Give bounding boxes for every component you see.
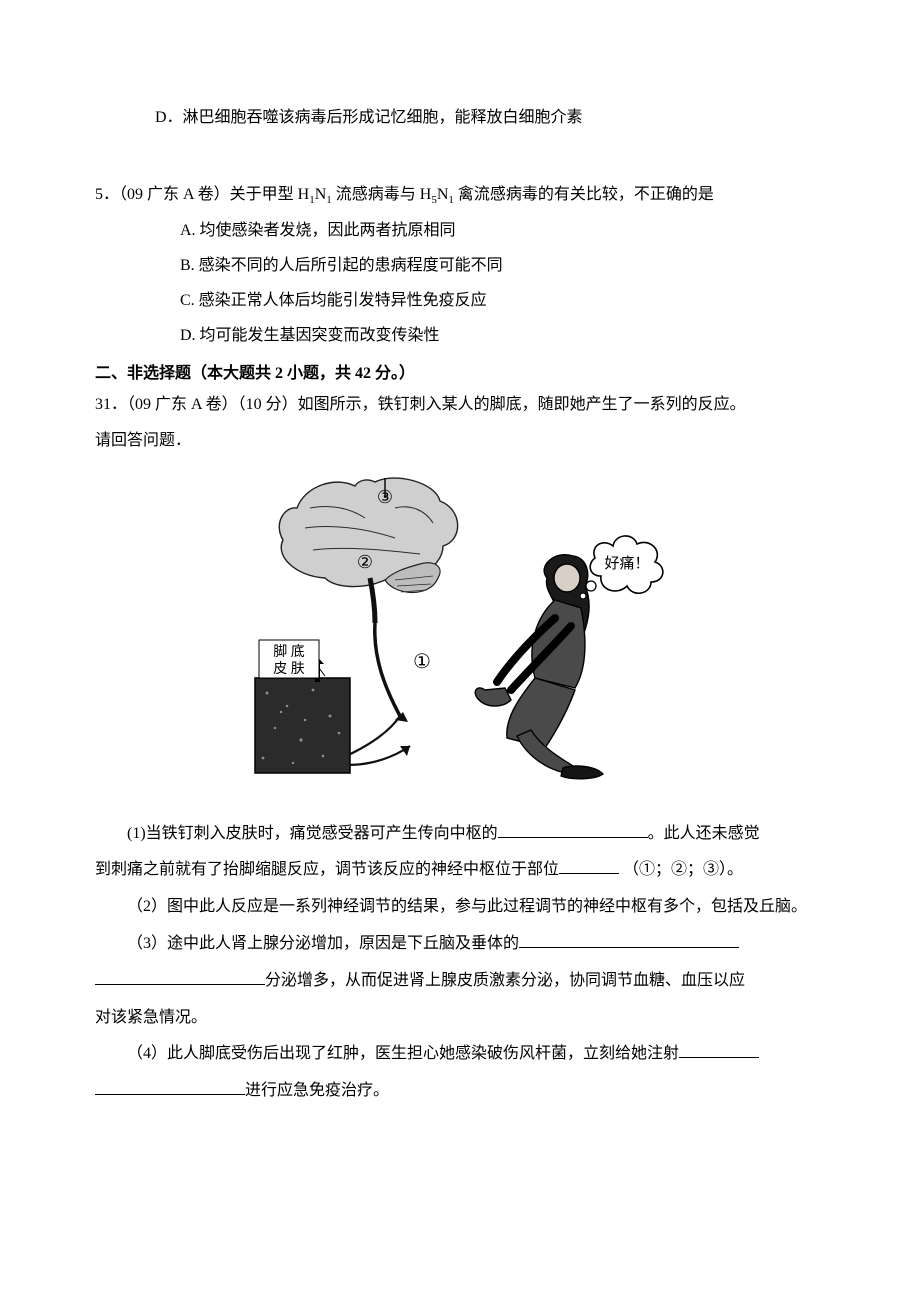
q31-sub3-line2: 分泌增多，从而促进肾上腺皮质激素分泌，协同调节血糖、血压以应 bbox=[95, 963, 830, 1000]
blank-4-cont[interactable] bbox=[95, 1079, 245, 1095]
q31-sub1-a: (1)当铁钉刺入皮肤时，痛觉感受器可产生传向中枢的 bbox=[127, 825, 498, 842]
svg-text:好痛！: 好痛！ bbox=[604, 555, 649, 572]
prev-option-d: D．淋巴细胞吞噬该病毒后形成记忆细胞，能释放白细胞介素 bbox=[155, 100, 830, 135]
blank-2[interactable] bbox=[559, 858, 619, 874]
speech-bubble-icon: 好痛！ bbox=[580, 536, 663, 599]
blank-4[interactable] bbox=[679, 1042, 759, 1058]
q31-sub3-line1: （3）途中此人肾上腺分泌增加，原因是下丘脑及垂体的 bbox=[95, 926, 830, 963]
q5-mid3: N bbox=[437, 186, 449, 203]
q5-option-d: D. 均可能发生基因突变而改变传染性 bbox=[180, 318, 830, 353]
q5-stem-prefix: 5．（09 广东 A 卷）关于甲型 H bbox=[95, 186, 309, 203]
q31-sub1-line1: (1)当铁钉刺入皮肤时，痛觉感受器可产生传向中枢的 。此人还未感觉 bbox=[95, 816, 830, 853]
person-icon bbox=[475, 554, 603, 778]
q31-sub1-line2: 到刺痛之前就有了抬脚缩腿反应，调节该反应的神经中枢位于部位 （①；②；③）。 bbox=[95, 852, 830, 889]
spine-label-1: ① bbox=[413, 651, 431, 673]
q31-body: (1)当铁钉刺入皮肤时，痛觉感受器可产生传向中枢的 。此人还未感觉 到刺痛之前就有… bbox=[95, 816, 830, 1110]
foot-skin-label: 脚 底 皮 肤 bbox=[259, 640, 325, 678]
svg-text:脚 底: 脚 底 bbox=[273, 644, 305, 660]
blank-1[interactable] bbox=[498, 822, 648, 838]
q31-stem-line2: 请回答问题． bbox=[95, 423, 830, 458]
q5-suffix: 禽流感病毒的有关比较，不正确的是 bbox=[454, 186, 714, 203]
q31-sub2: （2）图中此人反应是一系列神经调节的结果，参与此过程调节的神经中枢有多个，包括及… bbox=[95, 889, 830, 926]
q31-stem-line1: 31．（09 广东 A 卷）（10 分）如图所示，铁钉刺入某人的脚底，随即她产生… bbox=[95, 387, 830, 422]
svg-text:皮 肤: 皮 肤 bbox=[273, 661, 305, 677]
q31-sub3-line3: 对该紧急情况。 bbox=[95, 1000, 830, 1037]
blank-3-cont[interactable] bbox=[95, 969, 265, 985]
svg-text:③: ③ bbox=[377, 487, 393, 507]
q31-figure: ③ ② ① bbox=[235, 468, 690, 788]
q31-sub1-b: 。此人还未感觉 bbox=[648, 825, 760, 842]
q5-option-c: C. 感染正常人体后均能引发特异性免疫反应 bbox=[180, 283, 830, 318]
spinal-cord-icon bbox=[375, 623, 400, 716]
q5-option-b: B. 感染不同的人后所引起的患病程度可能不同 bbox=[180, 248, 830, 283]
q5-mid2: 流感病毒与 H bbox=[332, 186, 432, 203]
q31-figure-container: ③ ② ① bbox=[95, 468, 830, 788]
q31-sub4-line1: （4）此人脚底受伤后出现了红肿，医生担心她感染破伤风杆菌，立刻给她注射 bbox=[95, 1036, 830, 1073]
brain-icon bbox=[279, 478, 457, 623]
q31-sub4-line2: 进行应急免疫治疗。 bbox=[95, 1073, 830, 1110]
q31-sub3-b: 分泌增多，从而促进肾上腺皮质激素分泌，协同调节血糖、血压以应 bbox=[265, 972, 745, 989]
blank-3[interactable] bbox=[519, 932, 739, 948]
q31-sub4-b: 进行应急免疫治疗。 bbox=[245, 1082, 389, 1099]
q5-option-a: A. 均使感染者发烧，因此两者抗原相同 bbox=[180, 213, 830, 248]
q31-sub4-a: （4）此人脚底受伤后出现了红肿，医生担心她感染破伤风杆菌，立刻给她注射 bbox=[127, 1045, 679, 1062]
q31-sub1-c: 到刺痛之前就有了抬脚缩腿反应，调节该反应的神经中枢位于部位 bbox=[95, 861, 559, 878]
q31-sub1-d: （①；②；③）。 bbox=[619, 861, 743, 878]
svg-text:②: ② bbox=[357, 552, 373, 572]
q5-mid1: N bbox=[315, 186, 327, 203]
q5-stem: 5．（09 广东 A 卷）关于甲型 H1N1 流感病毒与 H5N1 禽流感病毒的… bbox=[95, 177, 830, 212]
section-2-heading: 二、非选择题（本大题共 2 小题，共 42 分。） bbox=[95, 359, 830, 383]
brain-label-2: ② bbox=[357, 552, 373, 572]
q31-sub3-a: （3）途中此人肾上腺分泌增加，原因是下丘脑及垂体的 bbox=[127, 935, 519, 952]
